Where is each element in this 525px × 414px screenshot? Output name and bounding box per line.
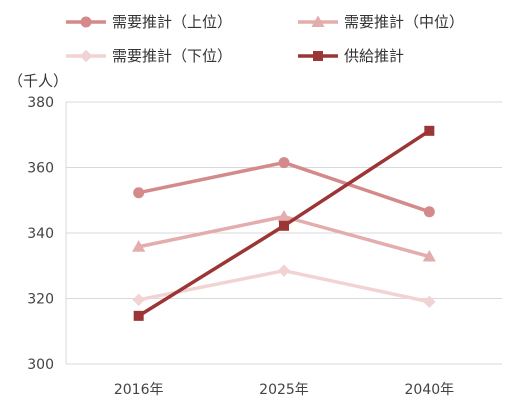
gridlines [65, 101, 502, 365]
series-4 [133, 125, 435, 321]
x-tick-label: 2040年 [405, 382, 455, 398]
y-tick-label: 300 [27, 357, 54, 373]
data-point [133, 187, 145, 199]
data-point [278, 157, 290, 169]
series-line [138, 160, 430, 214]
legend-marker [80, 16, 92, 28]
data-point [424, 125, 435, 136]
legend-label: 需要推計（下位） [112, 47, 232, 65]
y-tick-label: 380 [27, 95, 54, 111]
y-axis-unit-label: （千人） [8, 72, 68, 90]
x-tick-label: 2016年 [114, 382, 164, 398]
legend-label: 供給推計 [344, 47, 404, 65]
data-point [423, 206, 435, 218]
data-point [132, 240, 146, 252]
legend-marker [79, 49, 93, 63]
legend-label: 需要推計（中位） [344, 13, 464, 31]
series-group [132, 125, 436, 321]
legend-entry: 需要推計（下位） [66, 47, 232, 65]
legend-entry: 需要推計（上位） [66, 13, 232, 31]
x-tick-label: 2025年 [259, 382, 309, 398]
series-1 [133, 157, 435, 218]
data-point [279, 220, 289, 231]
legend-entry: 供給推計 [298, 47, 404, 65]
series-2 [132, 210, 436, 262]
series-3 [132, 264, 436, 308]
y-tick-label: 340 [27, 226, 54, 242]
legend-marker [313, 51, 323, 61]
x-axis-ticks: 2016年 2025年 2040年 [114, 382, 454, 398]
y-tick-label: 360 [27, 161, 54, 177]
legend: 需要推計（上位） 需要推計（中位） 需要推計（下位） 供給推計 [66, 13, 464, 65]
data-point [422, 249, 436, 262]
data-point [132, 293, 145, 307]
y-tick-label: 320 [27, 292, 54, 308]
y-axis-ticks: 300 320 340 360 380 [27, 95, 54, 373]
legend-label: 需要推計（上位） [112, 13, 232, 31]
data-point [423, 295, 436, 308]
data-point [277, 210, 291, 222]
legend-entry: 需要推計（中位） [298, 13, 464, 31]
data-point [277, 264, 291, 277]
data-point [133, 310, 144, 321]
legend-marker [311, 15, 325, 27]
